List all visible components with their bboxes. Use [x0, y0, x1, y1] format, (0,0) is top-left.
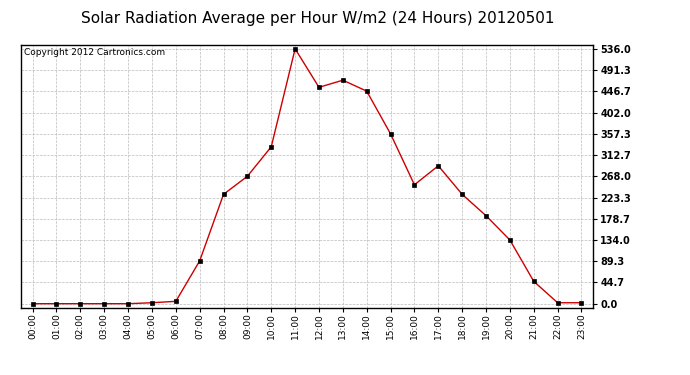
Text: Copyright 2012 Cartronics.com: Copyright 2012 Cartronics.com — [23, 48, 165, 57]
Text: Solar Radiation Average per Hour W/m2 (24 Hours) 20120501: Solar Radiation Average per Hour W/m2 (2… — [81, 11, 554, 26]
